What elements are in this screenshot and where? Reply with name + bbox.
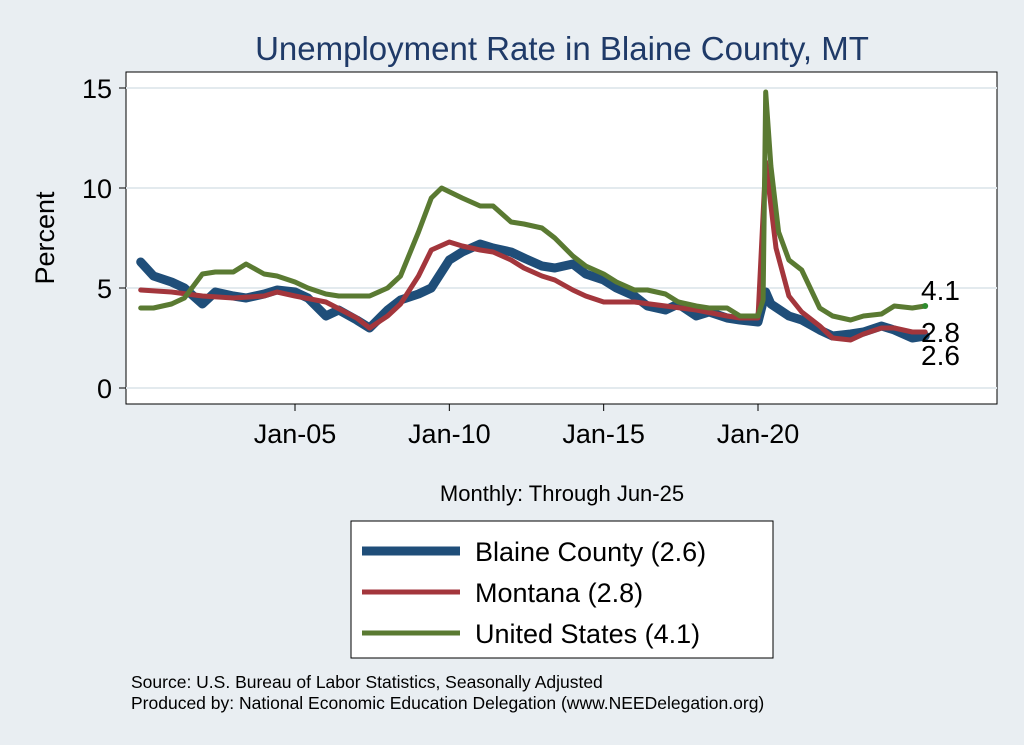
source-note: Source: U.S. Bureau of Labor Statistics,… (131, 672, 603, 692)
legend-label-blaine: Blaine County (2.6) (475, 537, 706, 567)
legend-label-montana: Montana (2.8) (475, 578, 643, 608)
end-label-united-states: 4.1 (921, 275, 960, 306)
series-lines (136, 89, 930, 343)
end-label-montana: 2.8 (921, 317, 960, 348)
end-dot-united-states (922, 303, 929, 309)
series-line-united-states (138, 89, 928, 323)
plot-area (125, 71, 998, 405)
y-axis-ticks: 0 5 10 15 (82, 74, 126, 404)
x-tick-label-Jan-10: Jan-10 (408, 419, 491, 449)
end-labels: 2.62.8 4.1 (921, 275, 960, 371)
x-axis-ticks: Jan-05 Jan-10 Jan-15 Jan-20 (254, 404, 800, 449)
x-tick-label-Jan-15: Jan-15 (562, 419, 645, 449)
legend-label-united-states: United States (4.1) (475, 619, 700, 649)
chart-title: Unemployment Rate in Blaine County, MT (255, 30, 869, 67)
x-tick-label-Jan-20: Jan-20 (717, 419, 800, 449)
legend: Blaine County (2.6) Montana (2.8) United… (350, 520, 774, 659)
producer-note: Produced by: National Economic Education… (131, 693, 764, 713)
y-axis-title: Percent (30, 191, 60, 285)
y-tick-label-5: 5 (97, 274, 112, 304)
x-tick-label-Jan-05: Jan-05 (254, 419, 337, 449)
end-label-blaine-county: 2.6 (921, 340, 960, 371)
y-tick-label-0: 0 (97, 374, 112, 404)
x-axis-title: Monthly: Through Jun-25 (440, 481, 684, 506)
series-line-montana (138, 159, 928, 343)
y-tick-label-15: 15 (82, 74, 112, 104)
y-tick-label-10: 10 (82, 174, 112, 204)
